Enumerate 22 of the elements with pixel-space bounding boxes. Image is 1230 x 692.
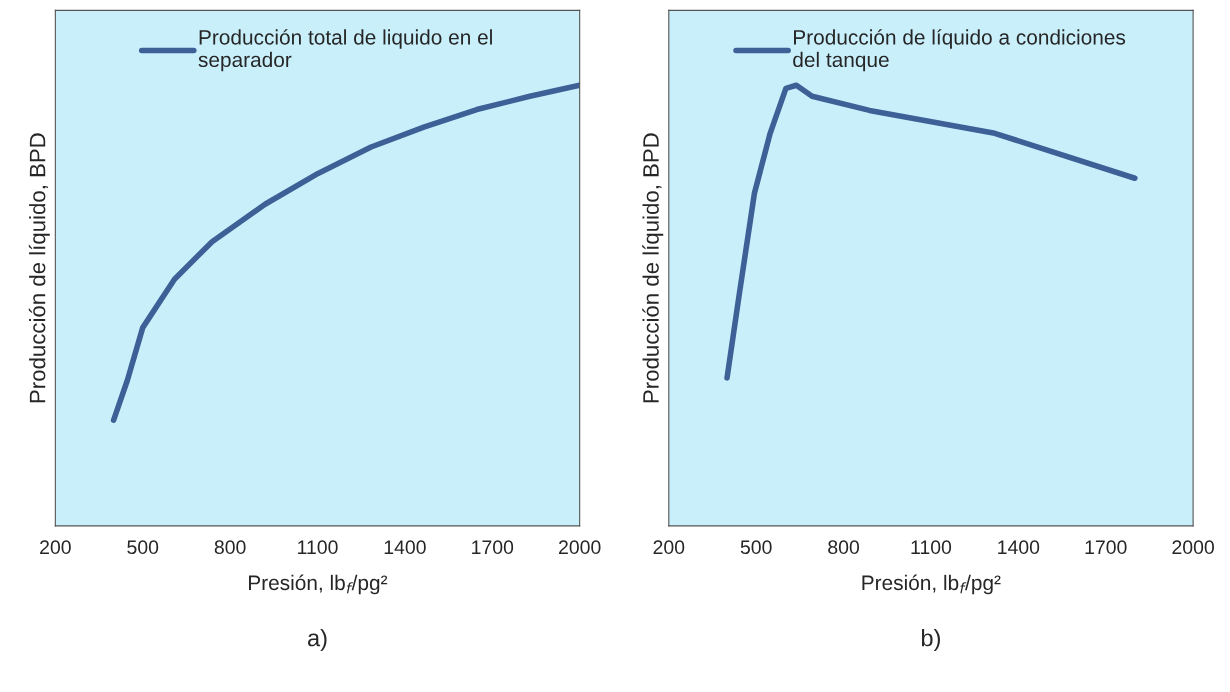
x-tick-label: 500 bbox=[127, 540, 159, 555]
y-axis-title: Producción de líquido, BPD bbox=[28, 133, 50, 403]
text: a) bbox=[308, 629, 327, 652]
x-tick-label: 800 bbox=[828, 540, 860, 555]
x-tick-label: 500 bbox=[740, 540, 772, 555]
x-tick-label: 1400 bbox=[998, 540, 1040, 555]
x-tick-label: 1700 bbox=[472, 540, 514, 555]
x-tick-label: 200 bbox=[653, 540, 685, 555]
x-tick-label: 1400 bbox=[384, 540, 426, 555]
x-tick-label: 1700 bbox=[1085, 540, 1127, 555]
text: b) bbox=[921, 629, 940, 652]
x-tick-label: 1100 bbox=[911, 540, 952, 555]
x-axis-title: Presión, lb$_{f}$/pg² bbox=[862, 574, 1001, 595]
x-tick-label: 200 bbox=[40, 540, 71, 555]
x-tick-label: 2000 bbox=[559, 540, 601, 555]
x-tick-label: 1100 bbox=[298, 540, 338, 555]
x-tick-label: 2000 bbox=[1172, 540, 1214, 555]
x-tick-label: 800 bbox=[214, 540, 246, 555]
x-axis-title: Presión, lb$_{f}$/pg² bbox=[249, 574, 388, 595]
y-axis-title: Producción de líquido, BPD bbox=[642, 133, 664, 403]
legend-label: Producción total de liquido en el separador bbox=[198, 29, 492, 72]
legend-label: Producción de líquido a condiciones del tanque bbox=[793, 29, 1126, 72]
